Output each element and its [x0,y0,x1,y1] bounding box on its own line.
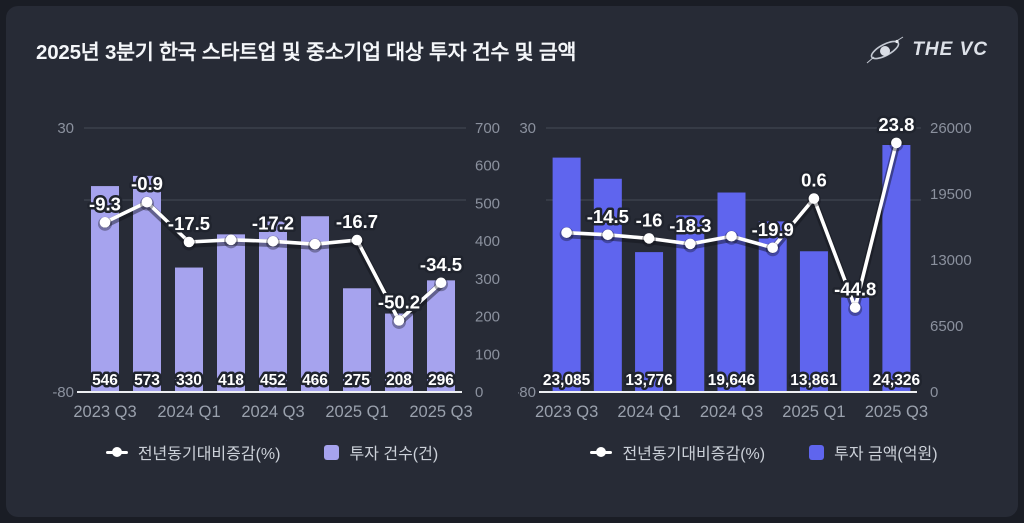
svg-text:2025 Q3: 2025 Q3 [865,403,928,421]
svg-text:0: 0 [475,384,483,401]
svg-text:275: 275 [344,372,370,389]
svg-text:2024 Q1: 2024 Q1 [157,403,220,421]
svg-text:700: 700 [475,120,500,137]
page-title: 2025년 3분기 한국 스타트업 및 중소기업 대상 투자 건수 및 금액 [36,41,577,64]
svg-text:2024 Q3: 2024 Q3 [700,403,763,421]
svg-text:26000: 26000 [930,120,972,137]
svg-text:452: 452 [260,372,286,389]
svg-text:208: 208 [386,372,412,389]
amount-chart-plot: 23,085 13,776 19,646 13,861 24,326 26000 19500… [518,108,1010,426]
legend-item-yoy-change: 전년동기대비증감(%) [105,440,281,464]
svg-text:24,326: 24,326 [873,372,921,389]
svg-text:2023 Q3: 2023 Q3 [535,403,598,421]
svg-text:330: 330 [176,372,202,389]
svg-text:-16.7: -16.7 [336,211,378,232]
svg-text:30: 30 [519,120,536,137]
svg-text:-18.3: -18.3 [669,215,711,236]
svg-text:2023 Q3: 2023 Q3 [73,403,136,421]
line-dot-marker-icon [590,447,613,457]
svg-text:-9.3: -9.3 [89,193,121,214]
svg-text:30: 30 [57,120,74,137]
count-chart-legend: 전년동기대비증감(%) 투자 건수(건) [105,440,438,464]
svg-text:400: 400 [475,233,500,250]
svg-text:13000: 13000 [930,252,972,269]
svg-text:2024 Q3: 2024 Q3 [241,403,304,421]
svg-text:2025 Q1: 2025 Q1 [325,403,388,421]
legend-label: 투자 건수(건) [349,446,439,463]
bar-swatch-icon [809,444,825,460]
svg-text:466: 466 [302,372,328,389]
legend-label: 전년동기대비증감(%) [137,446,281,463]
legend-item-investment-count: 투자 건수(건) [324,440,438,464]
chart-svg: 23,085 13,776 19,646 13,861 24,326 26000 19500… [518,111,972,421]
brand-name: THE VC [912,39,988,60]
svg-text:0: 0 [930,384,938,401]
svg-text:6500: 6500 [930,318,963,335]
svg-text:2025 Q3: 2025 Q3 [409,403,472,421]
svg-text:-14.5: -14.5 [587,206,629,227]
brand-logo: THE VC [864,32,988,68]
svg-text:-0.9: -0.9 [131,173,163,194]
svg-text:546: 546 [92,372,118,389]
svg-text:-34.5: -34.5 [420,254,462,275]
chart-investment-amount: 23,085 13,776 19,646 13,861 24,326 26000 19500… [518,108,1010,464]
chart-svg: 546 573 330 418 452 466 275 208 296 700 600 500 400 3… [52,120,500,421]
svg-text:23.8: 23.8 [878,114,914,135]
svg-text:13,861: 13,861 [790,372,838,389]
svg-text:19500: 19500 [930,186,972,203]
svg-text:-17.2: -17.2 [252,212,294,233]
svg-text:-17.5: -17.5 [168,213,210,234]
svg-text:2024 Q1: 2024 Q1 [617,403,680,421]
svg-text:-80: -80 [52,384,74,401]
amount-chart-legend: 전년동기대비증감(%) 투자 금액(억원) [590,440,938,464]
legend-label: 전년동기대비증감(%) [622,446,766,463]
header: 2025년 3분기 한국 스타트업 및 중소기업 대상 투자 건수 및 금액 T… [36,32,988,68]
svg-text:19,646: 19,646 [708,372,756,389]
count-chart-plot: 546 573 330 418 452 466 275 208 296 700 600 500 400 3… [26,108,518,426]
svg-text:573: 573 [134,372,160,389]
svg-text:0.6: 0.6 [801,170,827,191]
svg-text:23,085: 23,085 [543,372,591,389]
svg-text:-19.9: -19.9 [752,219,794,240]
orbit-planet-icon [866,36,904,64]
infographic-card: 2025년 3분기 한국 스타트업 및 중소기업 대상 투자 건수 및 금액 T… [6,6,1018,517]
svg-text:-44.8: -44.8 [834,279,876,300]
svg-text:500: 500 [475,195,500,212]
svg-text:-80: -80 [518,384,536,401]
bar-swatch-icon [324,444,340,460]
svg-text:-16: -16 [636,209,663,230]
svg-text:200: 200 [475,309,500,326]
svg-text:2025 Q1: 2025 Q1 [782,403,845,421]
legend-label: 투자 금액(억원) [834,446,938,463]
svg-text:-50.2: -50.2 [378,291,420,312]
svg-text:100: 100 [475,346,500,363]
charts-row: 546 573 330 418 452 466 275 208 296 700 600 500 400 3… [26,108,1010,464]
svg-text:296: 296 [428,372,454,389]
legend-item-investment-amount: 투자 금액(억원) [809,440,938,464]
svg-text:13,776: 13,776 [625,372,673,389]
svg-text:300: 300 [475,271,500,288]
legend-item-yoy-change: 전년동기대비증감(%) [590,440,765,464]
chart-investment-count: 546 573 330 418 452 466 275 208 296 700 600 500 400 3… [26,108,518,464]
svg-text:600: 600 [475,158,500,175]
line-dot-marker-icon [105,447,128,457]
svg-text:418: 418 [218,372,244,389]
